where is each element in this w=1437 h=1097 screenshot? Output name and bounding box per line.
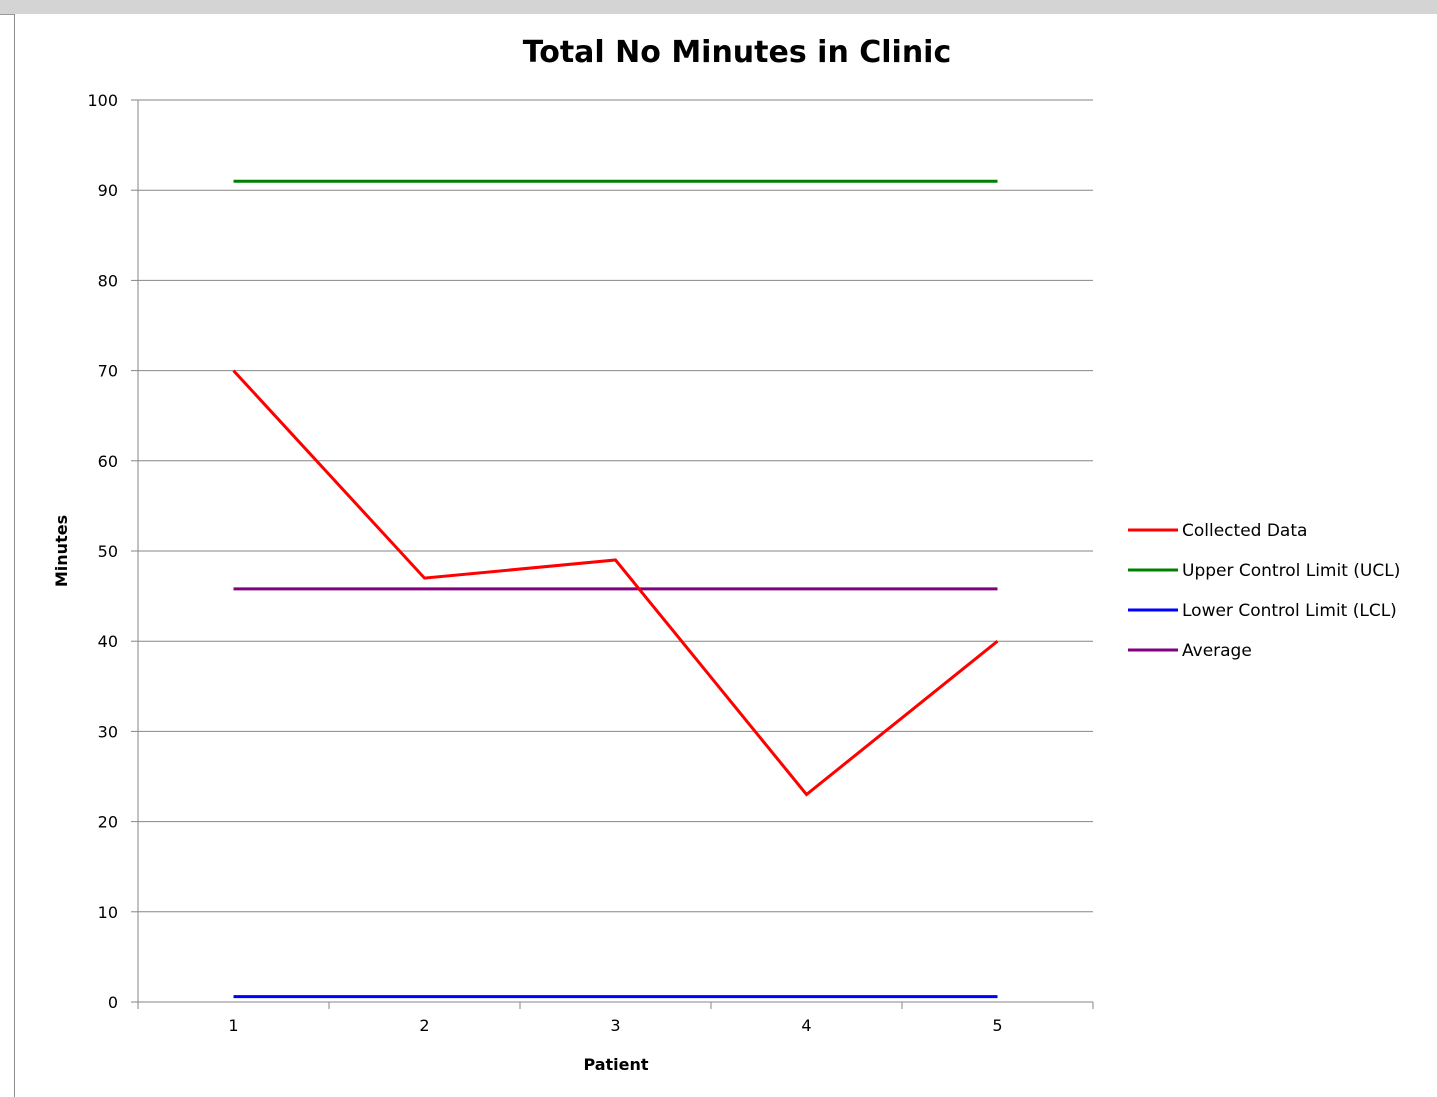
legend: Collected Data Upper Control Limit (UCL) L… — [1128, 521, 1400, 661]
legend-label: Average — [1182, 641, 1252, 661]
gridlines — [138, 99, 1093, 913]
y-tick-label: 100 — [87, 91, 118, 110]
y-tick-label: 40 — [98, 632, 118, 651]
y-tick-label: 10 — [98, 903, 118, 922]
x-axis-title: Patient — [583, 1055, 648, 1074]
y-tick-label: 30 — [98, 722, 118, 741]
series-lines — [232, 179, 999, 999]
y-tick-label: 60 — [98, 452, 118, 471]
legend-label: Upper Control Limit (UCL) — [1182, 561, 1400, 581]
legend-label: Lower Control Limit (LCL) — [1182, 601, 1397, 621]
chart-frame — [14, 14, 1437, 1097]
y-tick-label: 80 — [98, 271, 118, 290]
y-tick-label: 70 — [98, 362, 118, 381]
x-tick-label: 3 — [610, 1016, 620, 1035]
x-tick-label: 2 — [419, 1016, 429, 1035]
y-tick-label: 90 — [98, 181, 118, 200]
y-axis-title: Minutes — [52, 515, 71, 587]
y-tick-label: 20 — [98, 813, 118, 832]
y-tick-labels: 0 10 20 30 40 50 60 70 80 90 100 — [87, 91, 138, 1012]
chart-title: Total No Minutes in Clinic — [523, 35, 952, 70]
x-tick-label: 1 — [228, 1016, 238, 1035]
x-tick-labels: 1 2 3 4 5 — [137, 1002, 1094, 1035]
y-tick-label: 0 — [108, 993, 118, 1012]
series-line-0 — [232, 369, 999, 797]
x-tick-label: 5 — [992, 1016, 1002, 1035]
y-tick-label: 50 — [98, 542, 118, 561]
legend-label: Collected Data — [1182, 521, 1307, 541]
x-tick-label: 4 — [801, 1016, 811, 1035]
